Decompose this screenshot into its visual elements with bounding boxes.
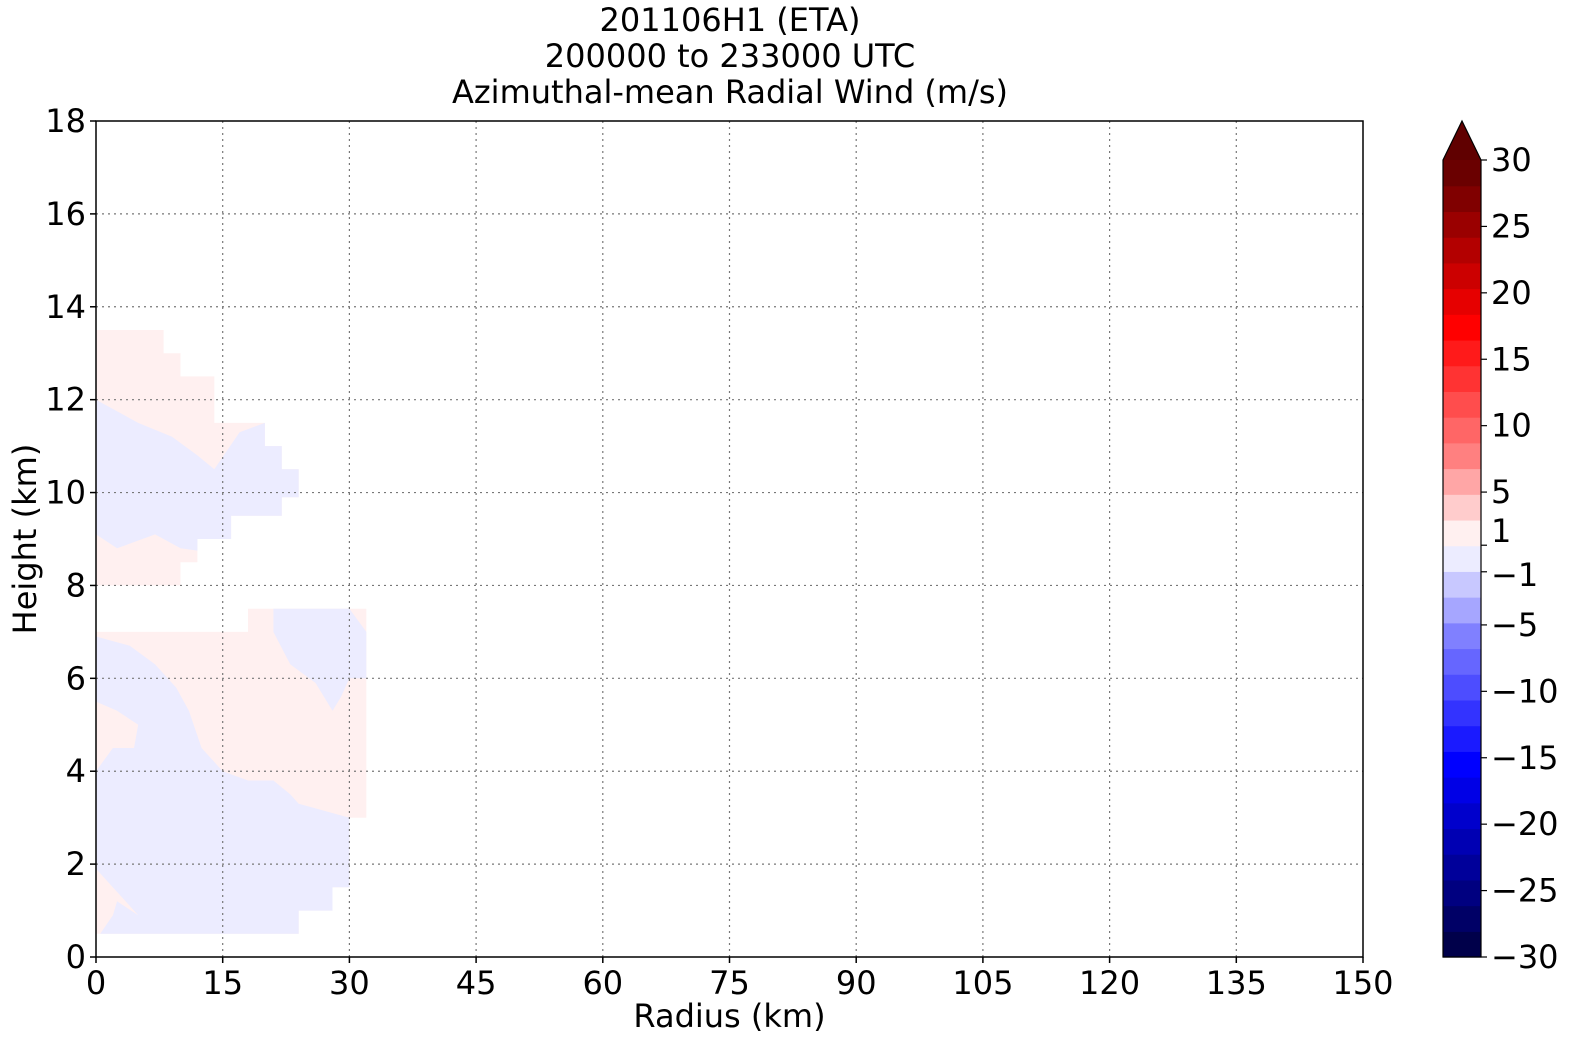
colorbar-band bbox=[1443, 802, 1481, 830]
colorbar-band bbox=[1443, 699, 1481, 727]
y-axis-ticks: 0 2 4 6 8 10 12 14 16 18 bbox=[45, 102, 96, 976]
x-tick-label: 45 bbox=[456, 964, 497, 1002]
colorbar-band bbox=[1443, 237, 1481, 264]
title-line-storm: 201106H1 (ETA) bbox=[599, 1, 861, 39]
colorbar-tick-label: −10 bbox=[1491, 672, 1559, 710]
colorbar-tick-label: 5 bbox=[1491, 473, 1511, 511]
y-tick-label: 4 bbox=[66, 752, 86, 790]
colorbar-band bbox=[1443, 777, 1481, 804]
colorbar-band bbox=[1443, 879, 1481, 907]
colorbar-band bbox=[1443, 211, 1481, 238]
colorbar-band bbox=[1443, 288, 1481, 315]
y-tick-label: 2 bbox=[66, 845, 86, 883]
colorbar-band bbox=[1443, 314, 1481, 341]
chart-title: 201106H1 (ETA) 200000 to 233000 UTC Azim… bbox=[96, 2, 1364, 110]
colorbar-band bbox=[1443, 828, 1481, 855]
grid-lines bbox=[96, 121, 1363, 957]
colorbar-band bbox=[1443, 391, 1481, 418]
colorbar-tick-label: −1 bbox=[1491, 556, 1538, 594]
colorbar-band bbox=[1443, 365, 1481, 392]
x-tick-label: 0 bbox=[86, 964, 106, 1002]
y-tick-label: 18 bbox=[45, 102, 86, 140]
y-tick-label: 8 bbox=[66, 566, 86, 604]
x-tick-label: 30 bbox=[329, 964, 370, 1002]
x-tick-label: 105 bbox=[952, 964, 1013, 1002]
title-line-time: 200000 to 233000 UTC bbox=[544, 37, 916, 75]
colorbar-tick-label: 15 bbox=[1491, 340, 1532, 378]
colorbar-extension bbox=[1443, 121, 1481, 160]
colorbar-band bbox=[1443, 160, 1481, 187]
colorbar-band bbox=[1443, 725, 1481, 752]
colorbar-band bbox=[1443, 494, 1481, 521]
colorbar-band bbox=[1443, 442, 1481, 470]
title-line-variable: Azimuthal-mean Radial Wind (m/s) bbox=[451, 73, 1009, 111]
x-tick-label: 135 bbox=[1206, 964, 1267, 1002]
colorbar-band bbox=[1443, 854, 1481, 881]
region-upper-right-negative bbox=[273, 608, 367, 711]
colorbar-tick-label: −5 bbox=[1491, 606, 1538, 644]
x-axis-label: Radius (km) bbox=[633, 997, 825, 1035]
x-tick-label: 75 bbox=[709, 964, 750, 1002]
colorbar-tick-label: −20 bbox=[1491, 805, 1559, 843]
x-tick-label: 150 bbox=[1332, 964, 1393, 1002]
colorbar-tick-label: 1 bbox=[1491, 512, 1511, 550]
y-tick-label: 6 bbox=[66, 659, 86, 697]
colorbar-band bbox=[1443, 545, 1481, 572]
colorbar-tick-label: 10 bbox=[1491, 407, 1532, 445]
colorbar-tick-label: −25 bbox=[1491, 872, 1559, 910]
colorbar-tick-label: −30 bbox=[1491, 938, 1559, 976]
y-tick-label: 10 bbox=[45, 474, 86, 512]
colorbar-tick-label: −15 bbox=[1491, 739, 1559, 777]
x-tick-label: 120 bbox=[1079, 964, 1140, 1002]
colorbar-band bbox=[1443, 622, 1481, 650]
x-tick-label: 15 bbox=[202, 964, 243, 1002]
y-tick-label: 16 bbox=[45, 195, 86, 233]
colorbar-band bbox=[1443, 751, 1481, 778]
x-tick-label: 90 bbox=[836, 964, 877, 1002]
colorbar-band bbox=[1443, 905, 1481, 932]
y-tick-label: 12 bbox=[45, 381, 86, 419]
colorbar-tick-label: 30 bbox=[1491, 141, 1532, 179]
y-axis-label: Height (km) bbox=[6, 444, 44, 635]
colorbar-tick-label: 20 bbox=[1491, 274, 1532, 312]
colorbar-band bbox=[1443, 417, 1481, 444]
colorbar-band bbox=[1443, 185, 1481, 213]
y-tick-label: 0 bbox=[66, 938, 86, 976]
colorbar-band bbox=[1443, 262, 1481, 290]
region-upper-negative bbox=[96, 399, 299, 551]
colorbar-outline bbox=[1442, 119, 1482, 958]
colorbar-band bbox=[1443, 468, 1481, 495]
colorbar bbox=[1442, 119, 1482, 958]
x-axis-ticks: 0 15 30 45 60 75 90 105 120 135 150 bbox=[86, 957, 1394, 1002]
colorbar-band bbox=[1443, 648, 1481, 675]
colorbar-ticks: −30 −25 −20 −15 −10 −5 −1 15 10 15 20 25 30 bbox=[1481, 141, 1559, 976]
y-tick-label: 14 bbox=[45, 288, 86, 326]
x-tick-label: 60 bbox=[582, 964, 623, 1002]
region-lower-negative bbox=[96, 636, 350, 934]
colorbar-tick-label: 25 bbox=[1491, 207, 1532, 245]
wind-regions bbox=[96, 330, 367, 934]
colorbar-band bbox=[1443, 674, 1481, 701]
colorbar-band bbox=[1443, 931, 1481, 958]
colorbar-band bbox=[1443, 597, 1481, 624]
colorbar-band bbox=[1443, 339, 1481, 367]
colorbar-band bbox=[1443, 571, 1481, 598]
colorbar-band bbox=[1443, 519, 1481, 547]
